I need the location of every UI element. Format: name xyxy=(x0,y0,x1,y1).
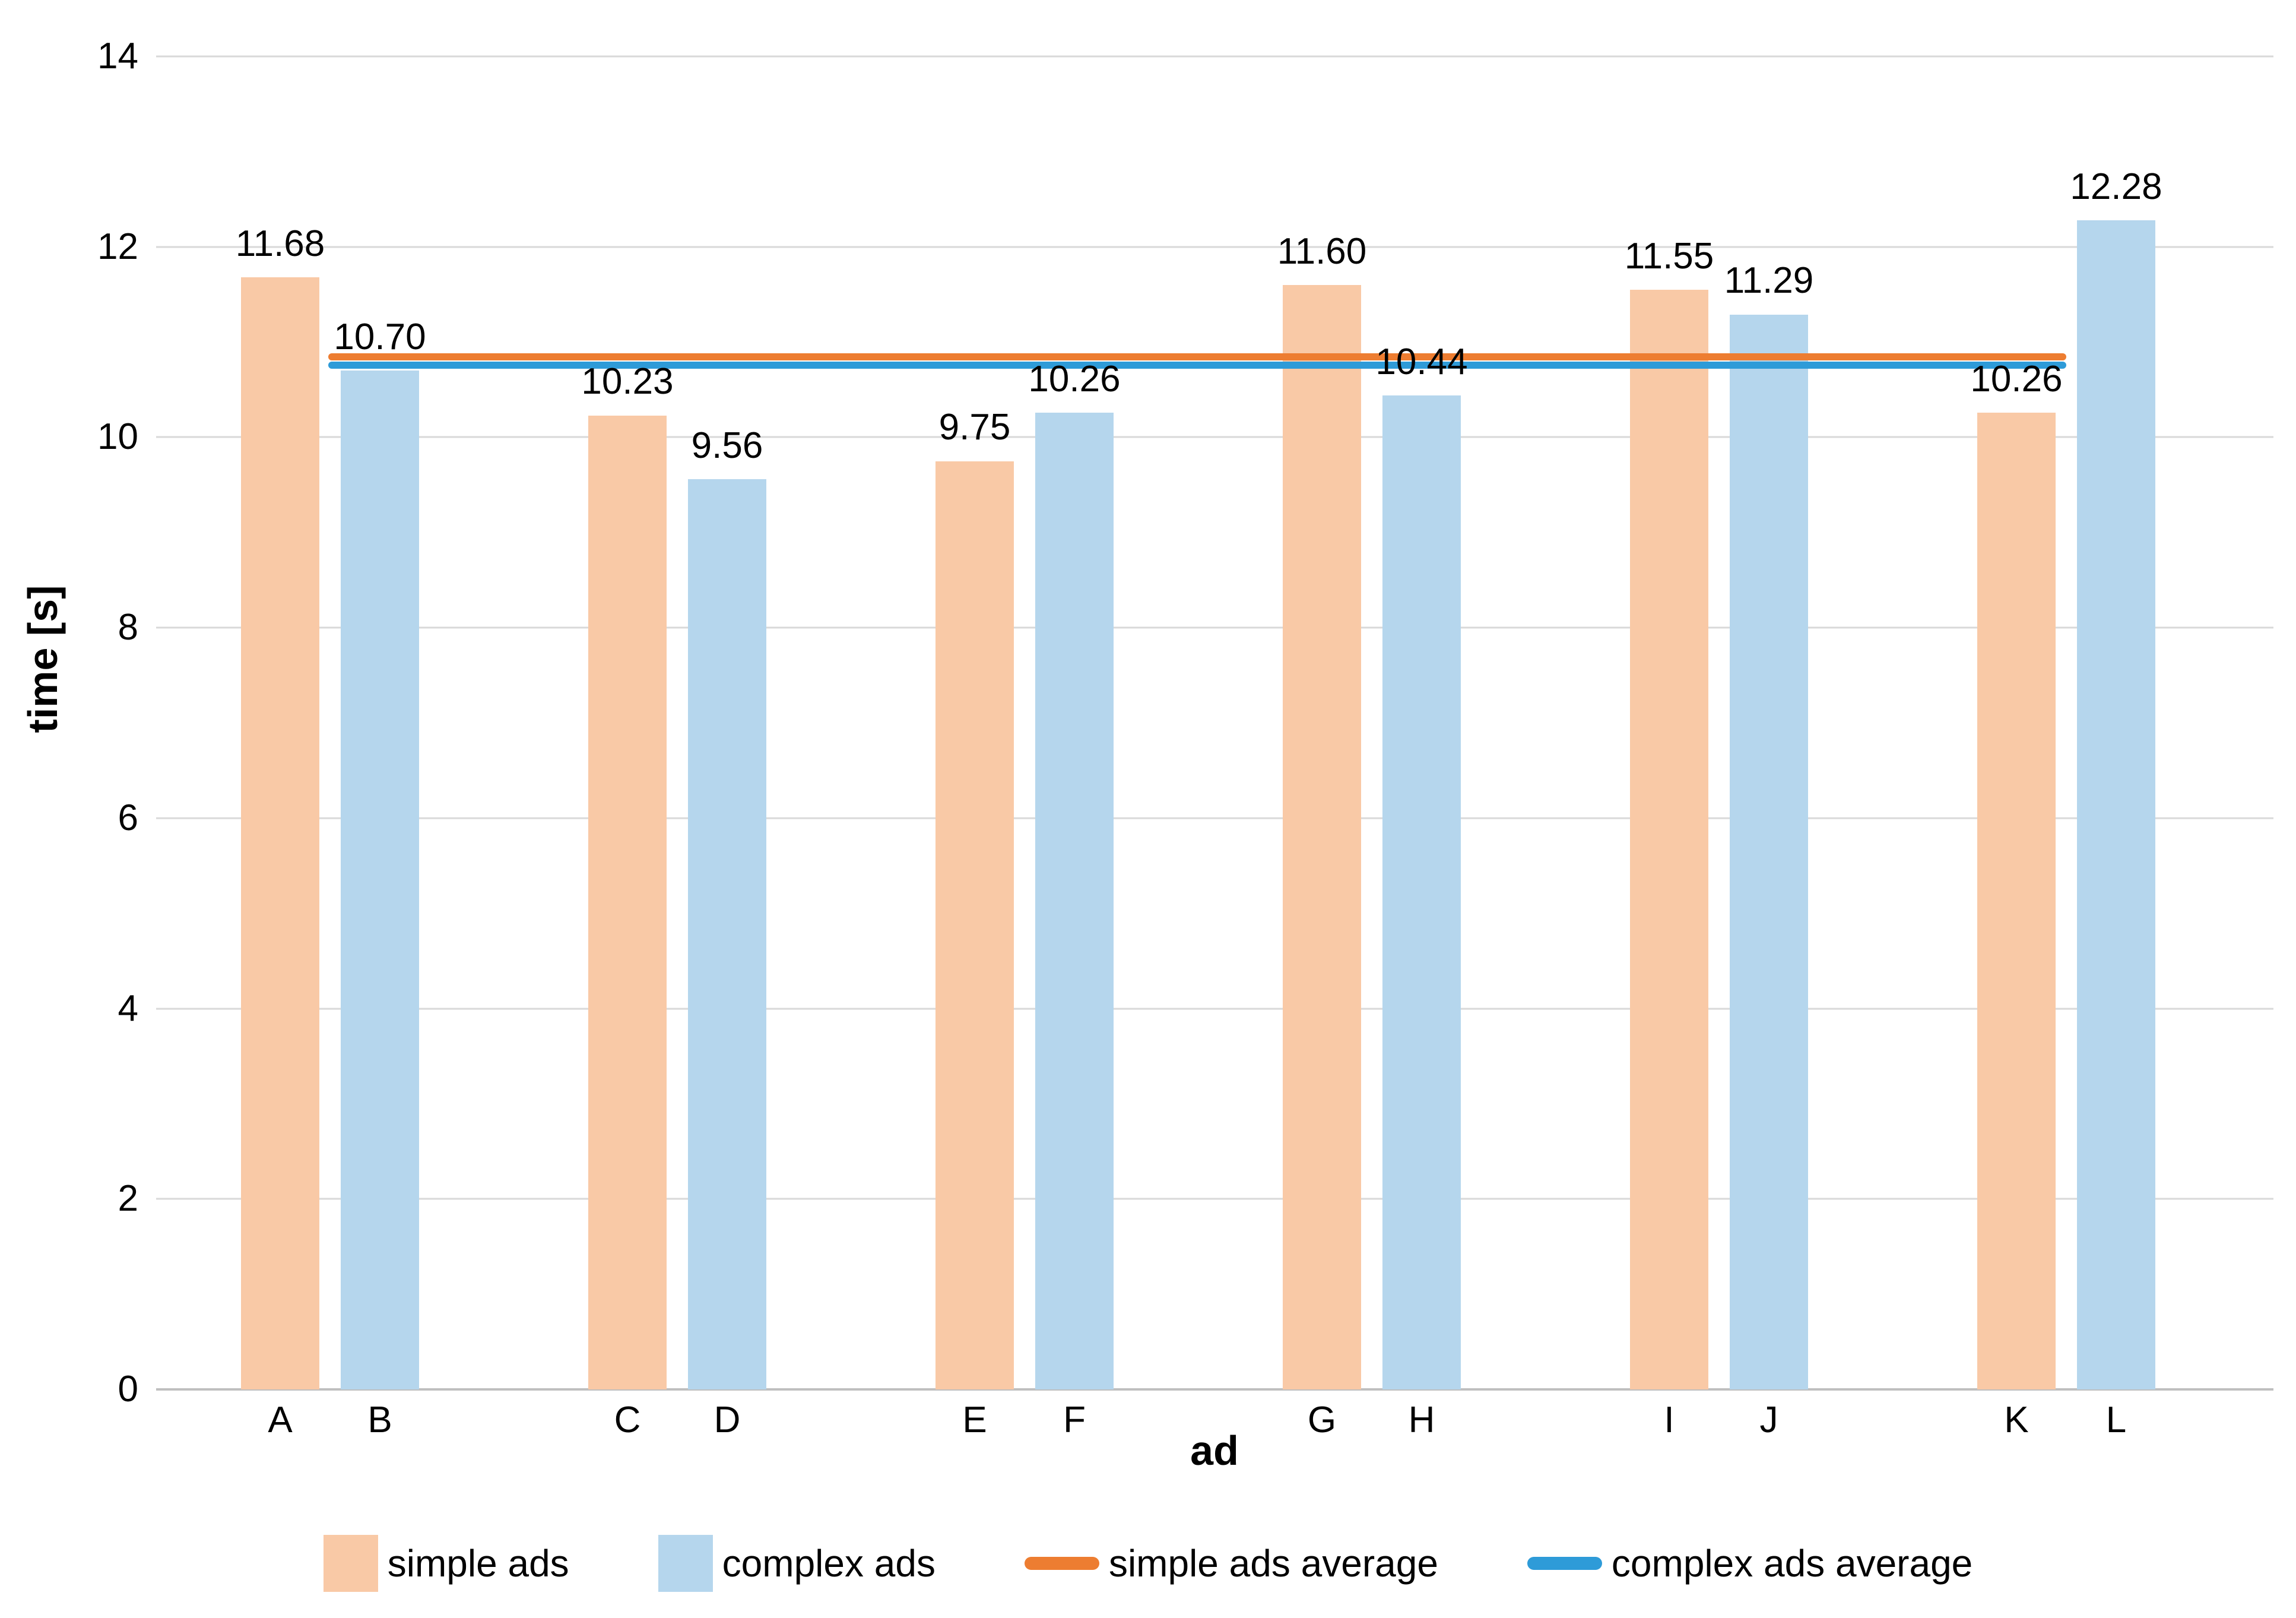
legend-swatch-bar-icon xyxy=(658,1535,713,1592)
gridline-8 xyxy=(156,626,2273,629)
data-label-E: 9.75 xyxy=(938,407,1011,448)
legend-swatch-line-icon xyxy=(1527,1557,1602,1570)
bar-E xyxy=(935,461,1014,1389)
x-tick-label-B: B xyxy=(367,1399,392,1440)
gridline-6 xyxy=(156,817,2273,819)
x-tick-label-J: J xyxy=(1759,1399,1778,1440)
bar-J xyxy=(1730,314,1808,1389)
y-tick-label-8: 8 xyxy=(118,607,138,648)
x-tick-label-I: I xyxy=(1664,1399,1675,1440)
data-label-G: 11.60 xyxy=(1277,230,1367,272)
data-label-I: 11.55 xyxy=(1624,235,1714,277)
data-label-H: 10.44 xyxy=(1375,341,1468,382)
x-tick-label-E: E xyxy=(962,1399,987,1440)
x-tick-label-C: C xyxy=(614,1399,641,1440)
bar-F xyxy=(1035,412,1114,1389)
data-label-F: 10.26 xyxy=(1028,358,1121,400)
bar-B xyxy=(341,371,419,1389)
data-label-D: 9.56 xyxy=(691,425,763,466)
bar-A xyxy=(241,277,319,1389)
x-tick-label-H: H xyxy=(1408,1399,1435,1440)
x-tick-label-D: D xyxy=(713,1399,741,1440)
data-label-A: 11.68 xyxy=(235,223,325,264)
bar-G xyxy=(1283,284,1361,1389)
data-label-J: 11.29 xyxy=(1724,260,1814,302)
legend-item-simple-ads: simple ads xyxy=(323,1535,569,1592)
bar-H xyxy=(1382,395,1461,1389)
legend-label: simple ads xyxy=(387,1542,569,1585)
legend-item-simple-ads-average: simple ads average xyxy=(1024,1542,1438,1585)
bar-K xyxy=(1977,412,2056,1389)
legend-label: simple ads average xyxy=(1108,1542,1438,1585)
plot-area: 0 2 4 6 8 10 12 14 11.68 A 10.70 B 10.23 C 9.56 D 9.75 E 1… xyxy=(97,38,2273,1440)
simple-ads-average-line xyxy=(328,353,2066,360)
data-label-C: 10.23 xyxy=(581,361,674,403)
y-axis-title: time [s] xyxy=(20,585,66,733)
legend-swatch-bar-icon xyxy=(323,1535,378,1592)
gridline-14 xyxy=(156,55,2273,58)
legend-item-complex-ads: complex ads xyxy=(658,1535,935,1592)
x-tick-label-L: L xyxy=(2105,1399,2127,1440)
legend-item-complex-ads-average: complex ads average xyxy=(1527,1544,1972,1582)
y-tick-label-2: 2 xyxy=(118,1178,138,1220)
bar-D xyxy=(688,479,766,1389)
legend-swatch-line-icon xyxy=(1024,1557,1099,1570)
bar-C xyxy=(588,415,667,1389)
y-tick-label-14: 14 xyxy=(97,36,138,77)
bar-I xyxy=(1630,289,1708,1389)
y-tick-label-6: 6 xyxy=(118,797,138,838)
y-tick-label-12: 12 xyxy=(97,226,138,267)
gridline-4 xyxy=(156,1008,2273,1010)
data-label-K: 10.26 xyxy=(1970,358,2063,400)
x-axis-title: ad xyxy=(1190,1427,1239,1474)
x-tick-label-K: K xyxy=(2004,1399,2029,1440)
gridline-10 xyxy=(156,436,2273,438)
bar-L xyxy=(2077,220,2155,1389)
x-tick-label-A: A xyxy=(268,1399,293,1440)
complex-ads-average-line xyxy=(328,362,2066,369)
x-axis-baseline xyxy=(156,1388,2273,1391)
legend-label: complex ads average xyxy=(1611,1542,1973,1585)
y-tick-label-4: 4 xyxy=(118,987,138,1029)
legend: simple ads complex ads simple ads average c… xyxy=(0,1535,2296,1592)
x-tick-label-F: F xyxy=(1063,1399,1086,1440)
y-tick-label-0: 0 xyxy=(118,1369,138,1410)
data-label-L: 12.28 xyxy=(2070,166,2162,207)
x-tick-label-G: G xyxy=(1307,1399,1337,1440)
y-tick-label-10: 10 xyxy=(97,416,138,458)
gridline-2 xyxy=(156,1198,2273,1200)
gridline-12 xyxy=(156,246,2273,248)
data-label-B: 10.70 xyxy=(334,316,426,357)
legend-label: complex ads xyxy=(722,1542,935,1585)
